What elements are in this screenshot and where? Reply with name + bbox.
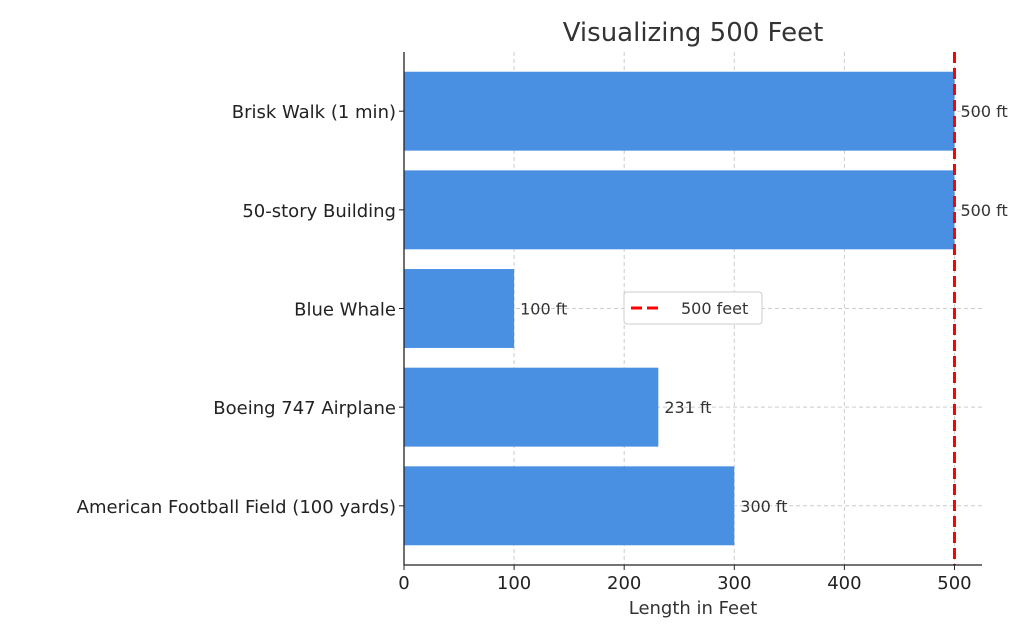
legend-label: 500 feet — [681, 299, 748, 318]
x-tick-label: 500 — [937, 573, 971, 594]
bar — [404, 466, 735, 546]
y-tick-label: Brisk Walk (1 min) — [232, 102, 396, 123]
x-tick-label: 0 — [398, 573, 409, 594]
x-tick-label: 100 — [497, 573, 531, 594]
data-label: 231 ft — [664, 398, 711, 417]
x-tick-label: 200 — [607, 573, 641, 594]
bar — [404, 367, 659, 447]
legend: 500 feet — [623, 291, 763, 325]
y-axis: American Football Field (100 yards) Boein… — [77, 102, 404, 518]
bar — [404, 71, 955, 151]
x-axis-label: Length in Feet — [629, 598, 758, 619]
x-tick-label: 400 — [827, 573, 861, 594]
bar — [404, 170, 955, 250]
data-label: 100 ft — [520, 300, 567, 319]
y-tick-label: Boeing 747 Airplane — [213, 398, 396, 419]
y-tick-label: American Football Field (100 yards) — [77, 497, 396, 518]
data-label: 500 ft — [960, 201, 1007, 220]
bars — [404, 71, 955, 546]
y-tick-label: Blue Whale — [294, 300, 396, 321]
bar — [404, 269, 515, 348]
data-labels: 300 ft 231 ft 100 ft 500 ft 500 ft — [520, 102, 1008, 516]
y-tick-label: 50-story Building — [242, 201, 396, 222]
chart-title: Visualizing 500 Feet — [563, 18, 824, 48]
x-axis: 0 100 200 300 400 500 — [398, 565, 972, 594]
legend-box — [623, 291, 763, 325]
x-tick-label: 300 — [717, 573, 751, 594]
data-label: 300 ft — [740, 497, 787, 516]
data-label: 500 ft — [960, 102, 1007, 121]
